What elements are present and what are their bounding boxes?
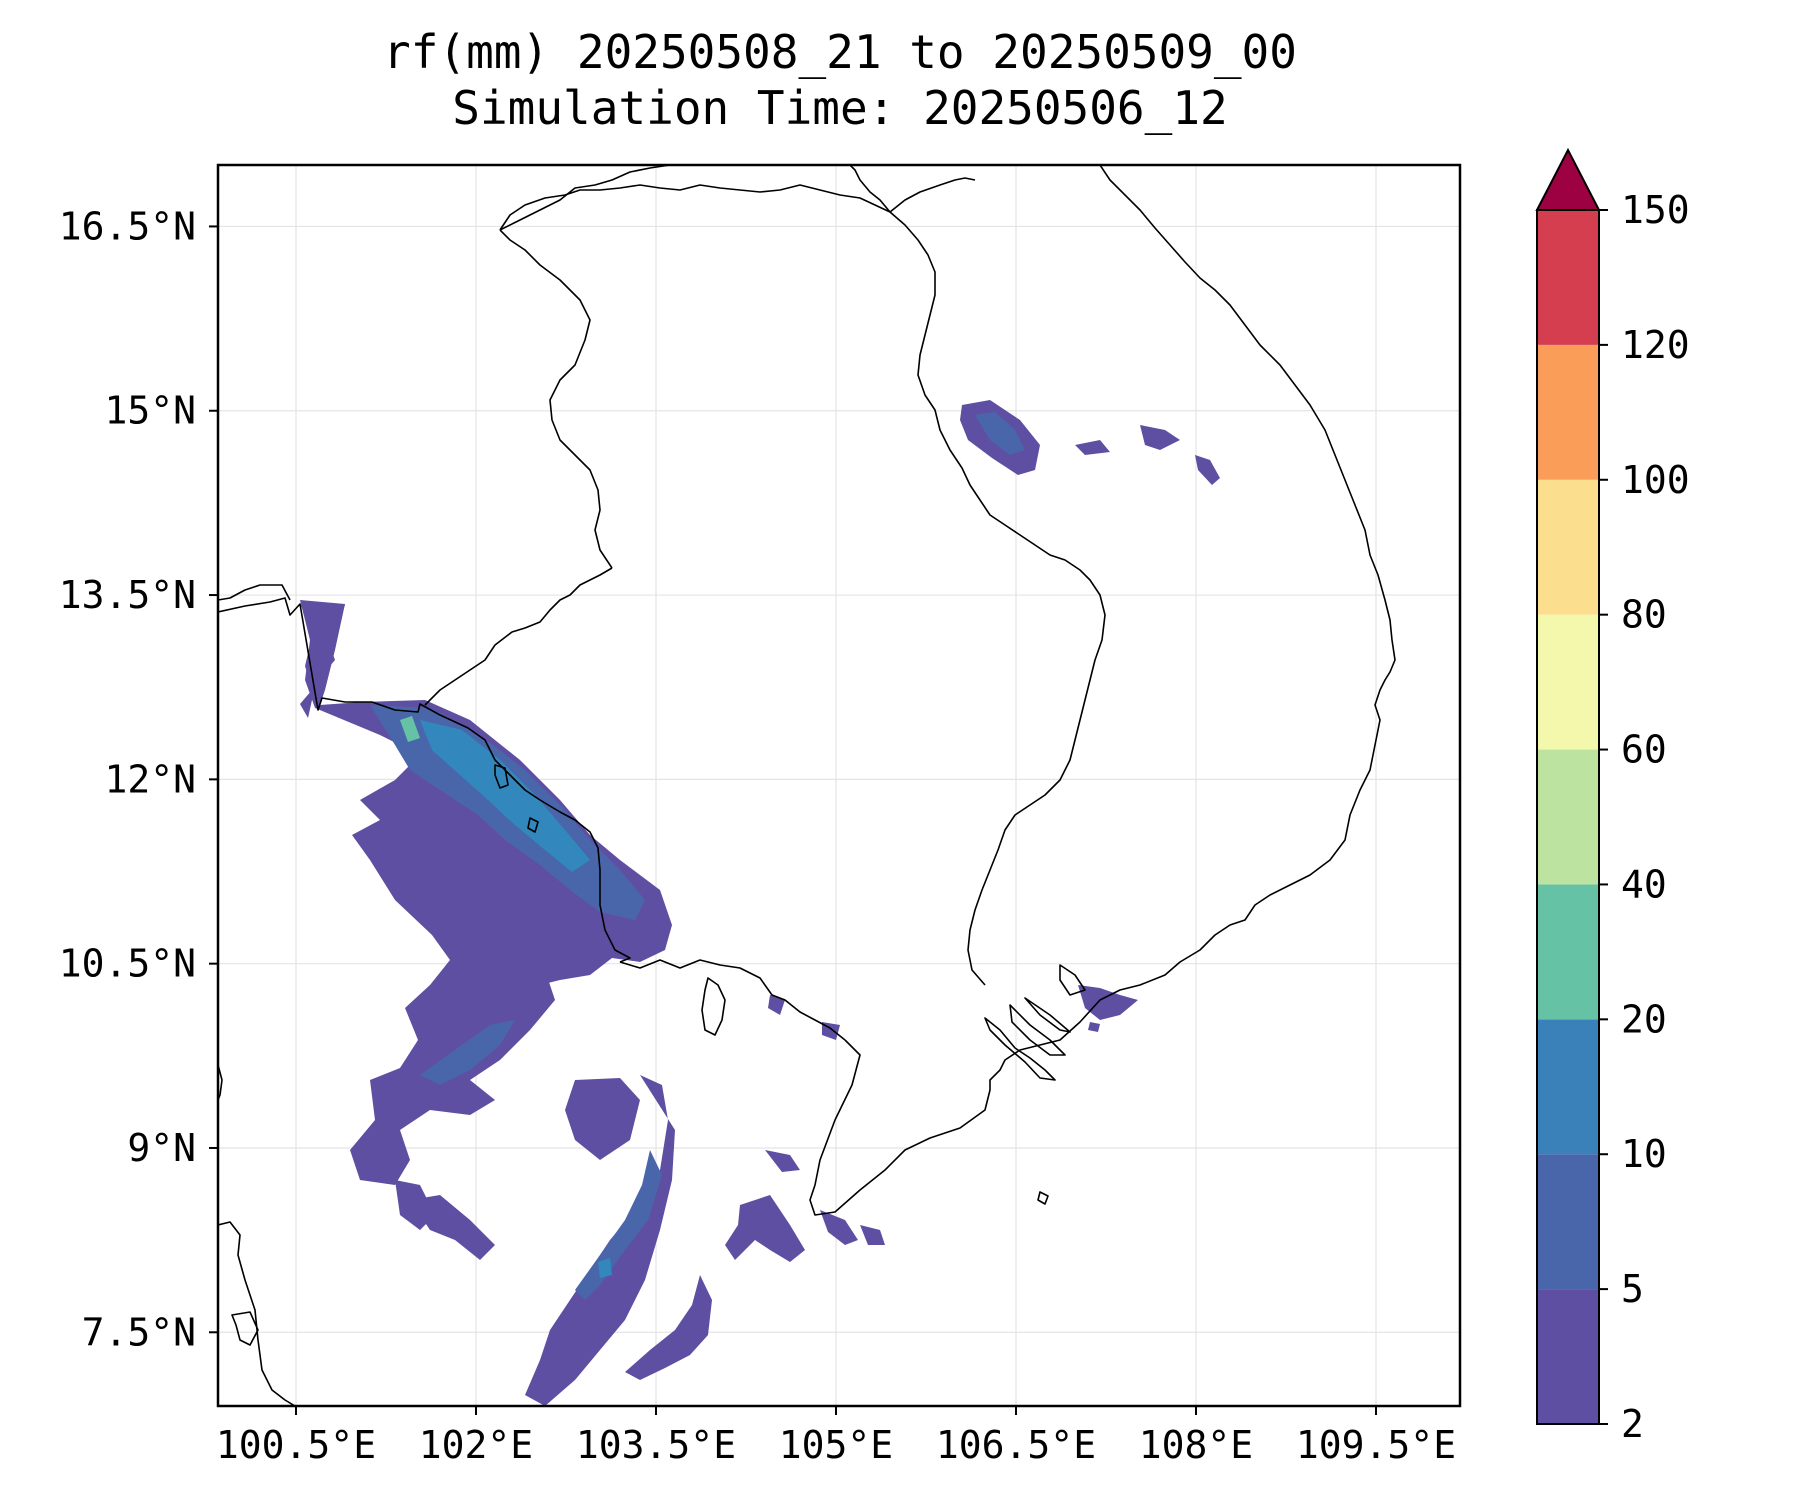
y-tick-label: 13.5°N [59,573,196,617]
colorbar-segment [1537,479,1599,615]
y-tick-label: 7.5°N [82,1310,196,1354]
colorbar-frame [1536,209,1600,1425]
precipitation-field [300,400,1220,1406]
precip-area-south-blob [565,1078,640,1160]
colorbar-tick-label: 60 [1621,728,1667,772]
x-tick-label: 106.5°E [936,1423,1096,1467]
coastline-malay-bay [231,1311,259,1346]
coastline-cambodia [619,959,846,1041]
colorbar-tick-label: 150 [1621,188,1690,232]
colorbar-segment [1537,749,1599,885]
colorbar: 2 5 10 20 40 60 80 100 120 150 [1535,147,1690,1446]
precip-area-highlands-small [1075,440,1110,455]
colorbar-tick-label: 120 [1621,323,1690,367]
precip-area-phuquoc-north [765,1150,800,1172]
precip-area-west-cell [410,1195,495,1260]
colorbar-segment [1537,1289,1599,1424]
map-panel: 100.5°E 102°E 103.5°E 105°E 106.5°E 108°E 109.… [59,163,1462,1467]
precip-area-south-core [575,1150,662,1300]
map-frame [216,163,1462,1408]
x-tick-label: 103.5°E [576,1423,736,1467]
precip-area-vietnam-inland [1195,455,1220,485]
border-thai-cambodia-north [499,229,613,569]
y-tick-label: 12°N [104,757,196,801]
precip-area-camau-west [820,1210,858,1245]
coastline-mekong-3 [1024,997,1071,1033]
x-tick-label: 100.5°E [216,1423,376,1467]
precip-area-highlands-core [975,412,1025,455]
coastline-island-1 [494,764,509,789]
coastline-thailand-east [218,597,631,963]
precip-area-gulf-heavy [420,720,590,872]
border-cambodia-vietnam [889,211,1106,986]
precip-area-south-spot [598,1258,612,1278]
border-cambodia-north [499,184,891,231]
border-thailand-laos-west [218,584,291,601]
precip-area-saigon-coast [1078,985,1138,1020]
y-tick-label: 10.5°N [59,942,196,986]
colorbar-tick-label: 100 [1621,458,1690,502]
colorbar-segment [1537,1019,1599,1155]
colorbar-tick-label: 10 [1621,1132,1667,1176]
colorbar-tick-label: 5 [1621,1267,1644,1311]
colorbar-extend-arrow [1535,147,1601,211]
gridlines [218,165,1460,1406]
border-thailand-cambodia [424,567,613,706]
precip-area-southeast-streak [625,1275,712,1380]
colorbar-tick-label: 40 [1621,862,1667,906]
colorbar-tick-label: 80 [1621,593,1667,637]
coastline-island-con-dao [1037,1191,1049,1205]
colorbar-tick-label: 2 [1621,1402,1644,1446]
x-axis-ticks: 100.5°E 102°E 103.5°E 105°E 106.5°E 108°E 109.… [216,1406,1456,1467]
precip-area-south-band [525,1075,675,1406]
y-tick-label: 9°N [127,1126,196,1170]
border-cambodia-laos-east [849,165,891,213]
x-tick-label: 105°E [779,1423,893,1467]
title-line-1: rf(mm) 20250508_21 to 20250509_00 [383,25,1297,79]
coastline-vietnam-south [809,165,1396,1216]
coastline-island-2 [527,817,539,833]
coastline-mekong-2 [1009,1004,1066,1056]
colorbar-segment [1537,614,1599,750]
precip-area-southwest-core [420,1020,515,1085]
coastline-malay-peninsula [218,1221,296,1406]
precip-area-hatien [768,995,785,1015]
precip-area-north-cell-1 [300,605,345,718]
colorbar-tick-label: 20 [1621,997,1667,1041]
x-tick-label: 109.5°E [1296,1423,1456,1467]
precip-area-gulf-intense [400,716,420,742]
y-tick-label: 16.5°N [59,204,196,248]
border-laos-vietnam [889,177,976,213]
y-tick-label: 15°N [104,389,196,433]
colorbar-segment [1537,344,1599,480]
y-axis-ticks: 16.5°N 15°N 13.5°N 12°N 10.5°N 9°N 7.5°N [59,204,218,1354]
precip-area-phuquoc-cells [725,1195,805,1262]
coastlines-borders [218,165,1396,1406]
coastline-vungtau [1059,964,1086,996]
colorbar-segment [1537,210,1599,345]
x-tick-label: 108°E [1139,1423,1253,1467]
precip-area-laos-border [1140,425,1180,450]
coastline-phuquoc [701,977,726,1036]
precip-area-saigon-dot [1088,1022,1100,1032]
title-line-2: Simulation Time: 20250506_12 [452,81,1227,135]
x-tick-label: 102°E [419,1423,533,1467]
border-cambodia-laos [499,165,671,231]
colorbar-segment [1537,884,1599,1020]
coastline-mekong-1 [984,1017,1056,1081]
colorbar-segment [1537,1154,1599,1290]
precip-area-camau-tip [860,1225,885,1245]
